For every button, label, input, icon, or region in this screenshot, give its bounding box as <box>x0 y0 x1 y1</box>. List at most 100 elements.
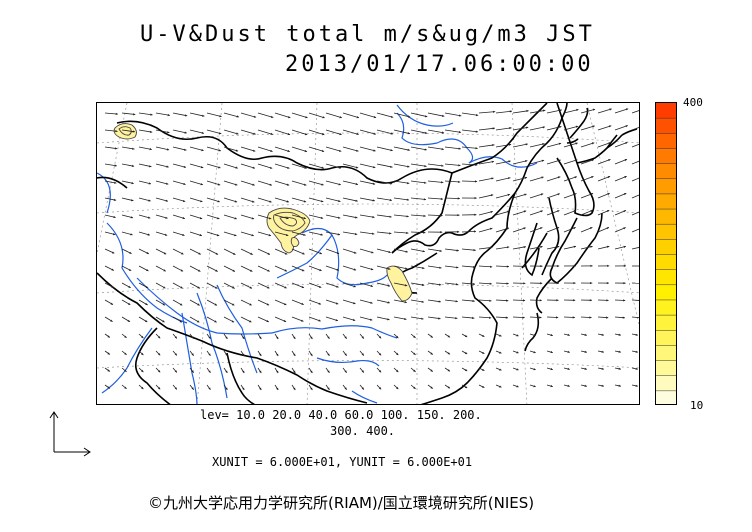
wind-vector-head <box>338 183 341 186</box>
wind-vector <box>138 129 153 133</box>
wind-vector <box>529 210 543 216</box>
wind-vector <box>393 282 408 287</box>
wind-vector <box>546 159 561 165</box>
river <box>396 112 474 164</box>
river <box>181 312 198 404</box>
wind-vector-head <box>574 176 577 179</box>
wind-vector-head <box>180 286 183 289</box>
reference-vector-axes <box>49 411 91 457</box>
wind-vector-head <box>242 370 245 373</box>
wind-vector <box>427 316 441 320</box>
river <box>331 234 388 286</box>
wind-vector-head <box>590 210 593 213</box>
wind-vector-head <box>389 215 392 218</box>
wind-vector-head <box>165 199 168 202</box>
wind-vector-head <box>533 351 536 354</box>
wind-vector <box>478 227 493 233</box>
wind-vector-head <box>423 214 426 218</box>
wind-vector-head <box>129 251 132 254</box>
wind-vector-head <box>618 367 621 370</box>
wind-vector <box>495 210 510 216</box>
wind-vector-head <box>499 368 502 371</box>
wind-vector-head <box>147 233 150 236</box>
wind-vector-head <box>164 233 168 236</box>
wind-vector-head <box>539 316 542 319</box>
wind-vector-head <box>371 251 374 254</box>
wind-vector <box>240 231 254 237</box>
color-swatch <box>656 148 676 165</box>
wind-vector-head <box>441 181 444 184</box>
wind-vector <box>257 146 273 152</box>
wind-vector-head <box>276 353 279 356</box>
wind-vector-head <box>404 317 407 321</box>
wind-vector-head <box>405 250 408 253</box>
wind-vector <box>614 142 628 148</box>
wind-vector <box>393 299 407 303</box>
wind-vector <box>274 248 288 255</box>
wind-vector-head <box>162 303 165 306</box>
wind-vector-head <box>141 335 144 339</box>
wind-vector <box>172 163 187 168</box>
wind-vector <box>546 210 560 216</box>
wind-vector-head <box>574 159 578 162</box>
wind-vector-head <box>516 368 519 371</box>
wind-vector <box>223 197 238 203</box>
wind-vector <box>240 163 256 169</box>
wind-vector-head <box>396 369 399 373</box>
wind-vector <box>257 214 272 220</box>
wind-vector-head <box>455 300 458 303</box>
wind-vector <box>597 159 611 165</box>
wind-vector <box>427 299 441 303</box>
wind-vector-head <box>373 166 376 169</box>
wind-vector-head <box>199 217 203 220</box>
wind-vector <box>206 197 220 203</box>
wind-vector <box>529 126 545 131</box>
wind-vector-head <box>250 252 253 255</box>
color-swatch <box>656 193 676 210</box>
wind-vector-head <box>310 336 313 339</box>
wind-vector <box>529 246 543 250</box>
wind-vector-head <box>217 183 221 186</box>
wind-vector-head <box>507 193 510 197</box>
wind-vector <box>461 129 479 133</box>
wind-vector-head <box>607 245 610 248</box>
wind-vector <box>359 129 377 135</box>
wind-vector <box>325 112 343 119</box>
wind-vector-head <box>574 193 577 196</box>
dust-contour-outer <box>386 265 413 302</box>
wind-vector-head <box>373 132 376 135</box>
wind-vector-head <box>388 250 391 254</box>
wind-vector-head <box>302 252 305 255</box>
wind-vector-head <box>592 108 596 111</box>
wind-vector-head <box>526 126 529 129</box>
wind-vector-head <box>242 353 245 356</box>
wind-vector-head <box>148 199 151 202</box>
wind-vector <box>478 161 495 165</box>
wind-vector-head <box>293 387 296 390</box>
wind-vector-head <box>389 232 392 235</box>
wind-vector-head <box>249 286 252 289</box>
wind-vector-head <box>635 333 638 336</box>
wind-vector-head <box>276 370 279 373</box>
wind-vector <box>325 231 341 236</box>
wind-vector <box>325 129 342 135</box>
latitude-line <box>97 132 639 144</box>
wind-vector <box>461 282 476 285</box>
wind-vector-head <box>499 334 502 337</box>
wind-vector <box>342 299 356 305</box>
wind-vector <box>631 110 639 114</box>
wind-vector <box>631 211 639 216</box>
wind-vector-head <box>378 353 382 356</box>
wind-vector-head <box>252 183 255 186</box>
wind-vector <box>342 180 359 185</box>
wind-vector-head <box>276 336 279 339</box>
wind-vector-head <box>338 166 341 169</box>
wind-vector-head <box>128 268 132 271</box>
wind-vector-head <box>472 282 475 286</box>
wind-vector-head <box>625 125 628 128</box>
wind-vector <box>359 146 376 152</box>
wind-vector-head <box>267 252 270 255</box>
wind-vector-head <box>387 318 390 321</box>
wind-vector-head <box>163 252 167 255</box>
wind-vector-head <box>389 198 392 202</box>
